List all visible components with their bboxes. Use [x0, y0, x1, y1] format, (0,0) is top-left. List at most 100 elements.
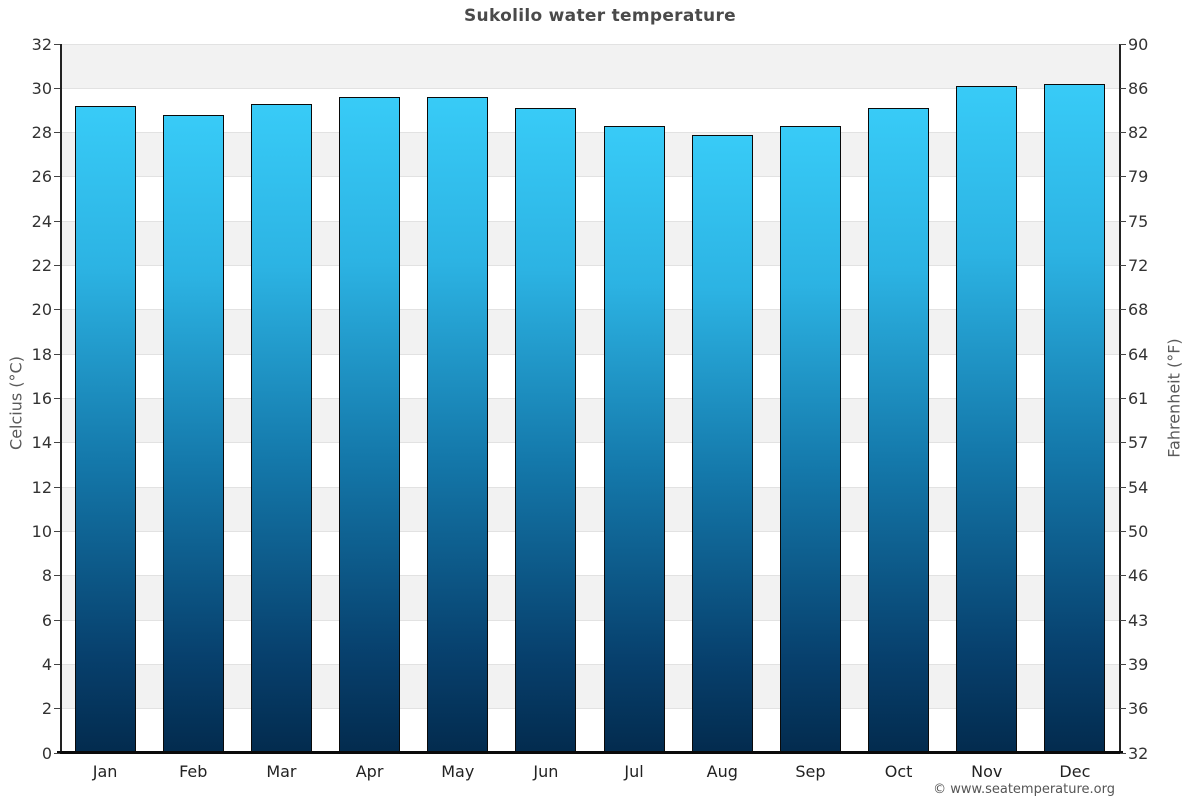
x-tick-label-oct: Oct [884, 762, 913, 781]
y-tick-label-fahrenheit: 86 [1128, 78, 1149, 98]
tick-mark [1120, 486, 1126, 488]
y-tick-label-celsius: 24 [31, 211, 52, 231]
x-tick-label-jun: Jun [533, 762, 559, 781]
tick-mark [54, 176, 60, 178]
y-tick-label-fahrenheit: 43 [1128, 610, 1149, 630]
gridline [61, 575, 1119, 577]
y-tick-label-fahrenheit: 57 [1128, 433, 1149, 453]
tick-mark [1120, 220, 1126, 222]
tick-mark [1120, 619, 1126, 621]
y-tick-label-celsius: 22 [31, 256, 52, 276]
bar-feb [162, 114, 224, 753]
plot-band [61, 664, 1119, 709]
plot-band [61, 708, 1119, 753]
plot-band [61, 132, 1119, 177]
tick-mark [54, 752, 60, 754]
bar-oct [868, 108, 930, 753]
gridline [61, 663, 1119, 665]
tick-mark [1120, 176, 1126, 178]
bar-jul [603, 125, 665, 753]
y-tick-label-fahrenheit: 39 [1128, 654, 1149, 674]
x-tick-label-feb: Feb [179, 762, 208, 781]
y-tick-label-fahrenheit: 36 [1128, 699, 1149, 719]
gridline [61, 176, 1119, 178]
y-tick-label-celsius: 10 [31, 521, 52, 541]
gridline [61, 132, 1119, 134]
bar-nov [956, 86, 1018, 753]
y-tick-label-fahrenheit: 32 [1128, 743, 1149, 763]
tick-mark [1120, 442, 1126, 444]
tick-mark [1120, 530, 1126, 532]
tick-mark [54, 530, 60, 532]
gridline [61, 530, 1119, 532]
tick-mark [1120, 265, 1126, 267]
x-tick-label-mar: Mar [266, 762, 297, 781]
tick-mark [54, 220, 60, 222]
bar-mar [250, 103, 312, 753]
tick-mark [54, 663, 60, 665]
y-axis-left-spine [60, 44, 62, 753]
tick-mark [1120, 752, 1126, 754]
x-tick-label-jan: Jan [92, 762, 118, 781]
gridline [61, 442, 1119, 444]
y-tick-label-celsius: 26 [31, 167, 52, 187]
plot-band [61, 354, 1119, 399]
y-tick-label-celsius: 0 [41, 743, 52, 763]
y-tick-label-celsius: 6 [41, 610, 52, 630]
tick-mark [1120, 43, 1126, 45]
gridline [61, 353, 1119, 355]
y-tick-label-celsius: 4 [41, 654, 52, 674]
bar-jan [74, 106, 136, 753]
tick-mark [54, 132, 60, 134]
bar-may [427, 97, 489, 753]
plot-band [61, 44, 1119, 89]
y-tick-label-celsius: 8 [41, 566, 52, 586]
y-tick-label-fahrenheit: 90 [1128, 34, 1149, 54]
y-tick-label-fahrenheit: 79 [1128, 167, 1149, 187]
y-tick-label-fahrenheit: 68 [1128, 300, 1149, 320]
x-tick-label-jul: Jul [624, 762, 644, 781]
gridline [61, 309, 1119, 311]
x-axis-line [57, 751, 1123, 754]
tick-mark [1120, 132, 1126, 134]
x-tick-label-dec: Dec [1059, 762, 1091, 781]
x-tick-label-sep: Sep [795, 762, 826, 781]
y-tick-label-celsius: 12 [31, 477, 52, 497]
bar-dec [1044, 83, 1106, 753]
y-tick-label-celsius: 28 [31, 123, 52, 143]
x-tick-label-nov: Nov [971, 762, 1003, 781]
tick-mark [54, 87, 60, 89]
y-tick-label-fahrenheit: 54 [1128, 477, 1149, 497]
tick-mark [54, 309, 60, 311]
y-tick-label-fahrenheit: 61 [1128, 389, 1149, 408]
bar-jun [515, 108, 577, 753]
tick-mark [1120, 309, 1126, 311]
y-tick-label-celsius: 16 [31, 389, 52, 408]
bar-apr [339, 97, 401, 753]
y-tick-label-celsius: 14 [31, 433, 52, 453]
tick-mark [1120, 663, 1126, 665]
gridline [61, 220, 1119, 222]
chart-title: Sukolilo water temperature [464, 6, 736, 26]
y-axis-right-spine [1119, 44, 1121, 753]
tick-mark [1120, 353, 1126, 355]
y-tick-label-fahrenheit: 50 [1128, 521, 1149, 541]
y-tick-label-fahrenheit: 46 [1128, 566, 1149, 586]
tick-mark [1120, 398, 1126, 399]
gridline [61, 398, 1119, 399]
tick-mark [54, 353, 60, 355]
plot-band [61, 620, 1119, 665]
tick-mark [54, 442, 60, 444]
plot-area [61, 43, 1119, 754]
tick-mark [54, 575, 60, 577]
plot-band [61, 309, 1119, 355]
bar-aug [691, 134, 753, 753]
y-tick-label-celsius: 18 [31, 344, 52, 364]
copyright-link[interactable]: © www.seatemperature.org [933, 782, 1115, 797]
gridline [61, 619, 1119, 621]
plot-band [61, 442, 1119, 488]
tick-mark [54, 43, 60, 45]
gridline [61, 486, 1119, 488]
x-tick-label-aug: Aug [706, 762, 738, 781]
